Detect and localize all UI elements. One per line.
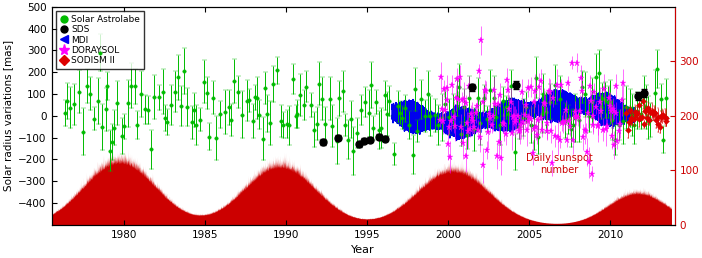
X-axis label: Year: Year bbox=[351, 245, 375, 255]
Legend: Solar Astrolabe, SDS, MDI, DORAYSOL, SODISM II: Solar Astrolabe, SDS, MDI, DORAYSOL, SOD… bbox=[56, 11, 144, 69]
Y-axis label: Solar radius variations [mas]: Solar radius variations [mas] bbox=[3, 40, 13, 191]
Text: Daily sunspot
number: Daily sunspot number bbox=[526, 153, 592, 175]
